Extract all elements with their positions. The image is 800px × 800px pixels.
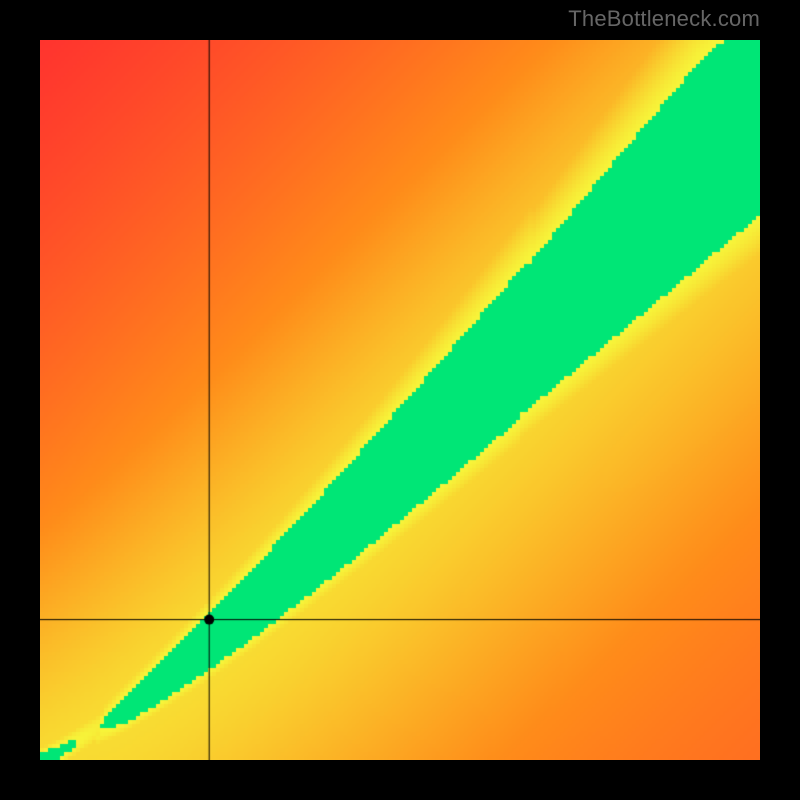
heatmap-plot [40, 40, 760, 760]
chart-container: TheBottleneck.com [0, 0, 800, 800]
heatmap-canvas [40, 40, 760, 760]
watermark-text: TheBottleneck.com [568, 6, 760, 32]
